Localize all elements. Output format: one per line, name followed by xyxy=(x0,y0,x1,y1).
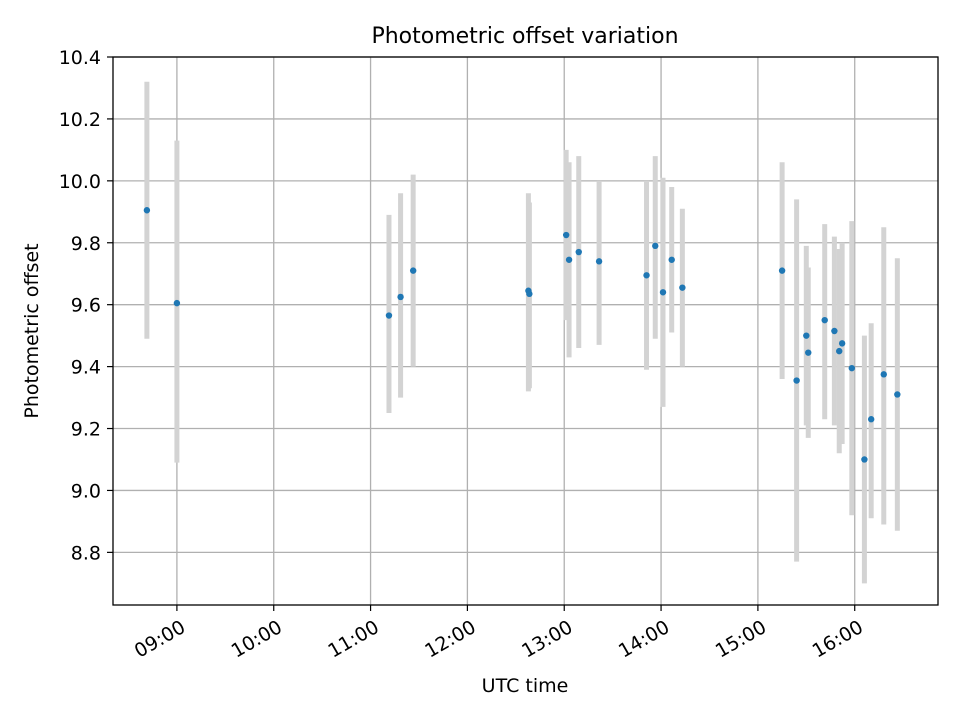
x-tick-label: 09:00 xyxy=(131,616,189,662)
y-tick-label: 9.8 xyxy=(71,233,101,255)
data-point xyxy=(880,371,887,378)
y-tick-label: 9.4 xyxy=(71,357,101,379)
y-tick-label: 10.4 xyxy=(59,47,101,69)
data-point xyxy=(778,267,786,274)
axis-ticks: 09:00 10:00 11:00 12:00 13:00 14:00 15:00 16:00… xyxy=(59,47,867,662)
data-point xyxy=(838,340,846,347)
data-point xyxy=(821,316,828,324)
data-point xyxy=(668,256,675,263)
x-tick-label: 13:00 xyxy=(518,616,576,662)
data-point xyxy=(409,267,417,274)
data-point xyxy=(575,248,582,256)
data-point xyxy=(793,377,800,384)
data-point xyxy=(803,332,810,339)
data-point xyxy=(397,293,404,301)
data-point xyxy=(831,327,838,335)
grid xyxy=(113,56,938,605)
data-point xyxy=(679,284,686,291)
data-point xyxy=(562,231,570,239)
y-tick-label: 9.0 xyxy=(71,480,101,502)
data-point xyxy=(659,289,667,296)
data-point xyxy=(565,256,573,263)
data-point xyxy=(595,258,603,265)
x-tick-label: 10:00 xyxy=(228,616,286,662)
x-tick-label: 11:00 xyxy=(324,616,382,662)
y-tick-label: 8.8 xyxy=(71,542,101,564)
data-point xyxy=(867,416,875,423)
data-point xyxy=(526,290,533,298)
error-bars xyxy=(144,81,900,584)
data-point xyxy=(173,299,181,307)
y-tick-label: 9.6 xyxy=(71,295,101,317)
chart-title: Photometric offset variation xyxy=(371,24,678,49)
data-point xyxy=(143,207,151,214)
x-axis-label: UTC time xyxy=(482,675,569,697)
x-tick-label: 12:00 xyxy=(421,616,479,662)
x-tick-label: 16:00 xyxy=(809,616,867,662)
x-tick-label: 14:00 xyxy=(615,616,673,662)
data-point xyxy=(805,349,812,356)
plot-frame xyxy=(112,56,939,606)
data-point xyxy=(848,364,856,372)
y-axis-label: Photometric offset xyxy=(21,243,43,418)
y-tick-label: 9.2 xyxy=(71,419,101,441)
data-point xyxy=(652,242,659,250)
y-tick-label: 10.2 xyxy=(59,109,101,131)
data-point xyxy=(894,391,901,398)
data-point xyxy=(836,347,843,355)
data-point xyxy=(643,272,650,279)
x-tick-label: 15:00 xyxy=(712,616,770,662)
data-point xyxy=(861,456,868,463)
data-point xyxy=(385,312,393,319)
y-tick-label: 10.0 xyxy=(59,171,101,193)
data-points xyxy=(143,207,901,463)
